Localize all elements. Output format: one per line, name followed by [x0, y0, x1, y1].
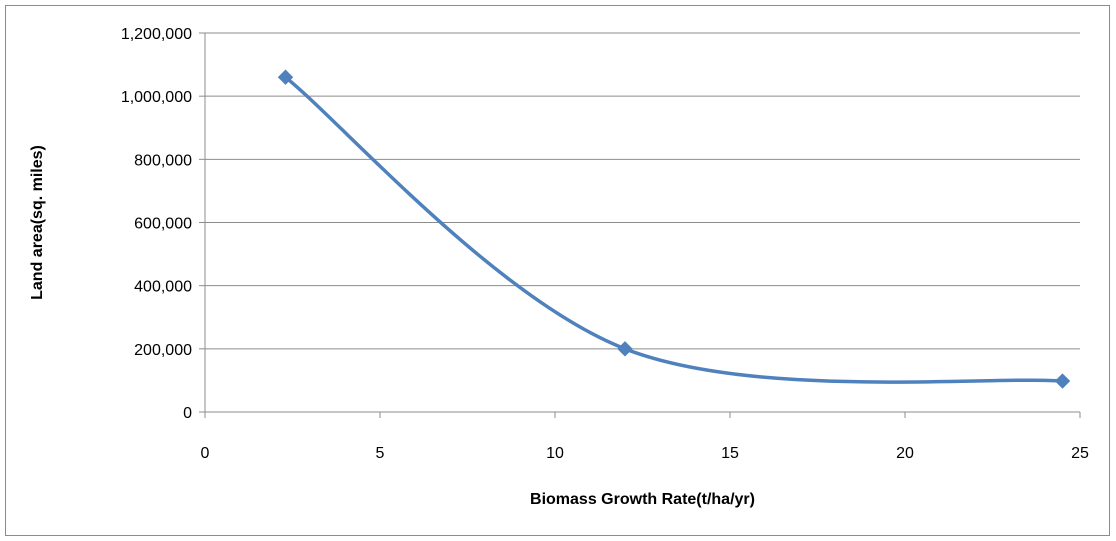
- x-tick-label: 5: [376, 445, 385, 462]
- series-line: [283, 75, 1065, 384]
- y-tick-label: 1,000,000: [121, 89, 192, 106]
- y-tick-label: 1,200,000: [121, 26, 192, 43]
- gridlines: [205, 32, 1080, 350]
- y-tick-labels: 0 200,000 400,000 600,000 800,000 1,000,000 1,…: [121, 26, 192, 422]
- y-tick-label: 400,000: [134, 279, 192, 296]
- x-tick-label: 10: [546, 445, 564, 462]
- series-group: [277, 69, 1071, 389]
- y-tick-label: 0: [183, 405, 192, 422]
- axes: [199, 32, 1081, 418]
- y-tick-label: 800,000: [134, 152, 192, 169]
- y-tick-label: 200,000: [134, 342, 192, 359]
- x-tick-labels: 0 5 10 15 20 25: [201, 445, 1089, 462]
- data-point-marker: [1054, 373, 1071, 389]
- data-point-marker: [617, 341, 633, 357]
- x-tick-label: 15: [721, 445, 739, 462]
- y-tick-label: 600,000: [134, 216, 192, 233]
- data-point-marker: [277, 69, 294, 85]
- x-tick-label: 0: [201, 445, 210, 462]
- y-axis-title: Land area(sq. miles): [29, 145, 46, 300]
- x-tick-label: 20: [896, 445, 914, 462]
- x-tick-label: 25: [1071, 445, 1089, 462]
- chart-frame: [5, 5, 1110, 536]
- x-axis-title: Biomass Growth Rate(t/ha/yr): [530, 491, 755, 508]
